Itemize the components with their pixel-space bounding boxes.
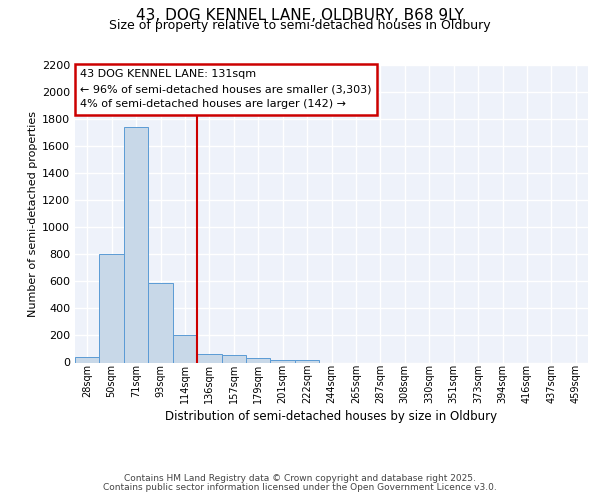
Text: Contains HM Land Registry data © Crown copyright and database right 2025.: Contains HM Land Registry data © Crown c… <box>124 474 476 483</box>
Y-axis label: Number of semi-detached properties: Number of semi-detached properties <box>28 111 38 317</box>
Bar <box>295 360 319 362</box>
Bar <box>124 127 148 362</box>
Bar <box>246 358 271 362</box>
Bar <box>148 282 173 362</box>
Text: Contains public sector information licensed under the Open Government Licence v3: Contains public sector information licen… <box>103 484 497 492</box>
Bar <box>271 360 295 362</box>
X-axis label: Distribution of semi-detached houses by size in Oldbury: Distribution of semi-detached houses by … <box>166 410 497 424</box>
Text: 43 DOG KENNEL LANE: 131sqm
← 96% of semi-detached houses are smaller (3,303)
4% : 43 DOG KENNEL LANE: 131sqm ← 96% of semi… <box>80 70 371 109</box>
Text: Size of property relative to semi-detached houses in Oldbury: Size of property relative to semi-detach… <box>109 18 491 32</box>
Bar <box>173 335 197 362</box>
Bar <box>221 355 246 362</box>
Bar <box>75 357 100 362</box>
Bar <box>100 254 124 362</box>
Bar <box>197 354 221 362</box>
Text: 43, DOG KENNEL LANE, OLDBURY, B68 9LY: 43, DOG KENNEL LANE, OLDBURY, B68 9LY <box>136 8 464 22</box>
